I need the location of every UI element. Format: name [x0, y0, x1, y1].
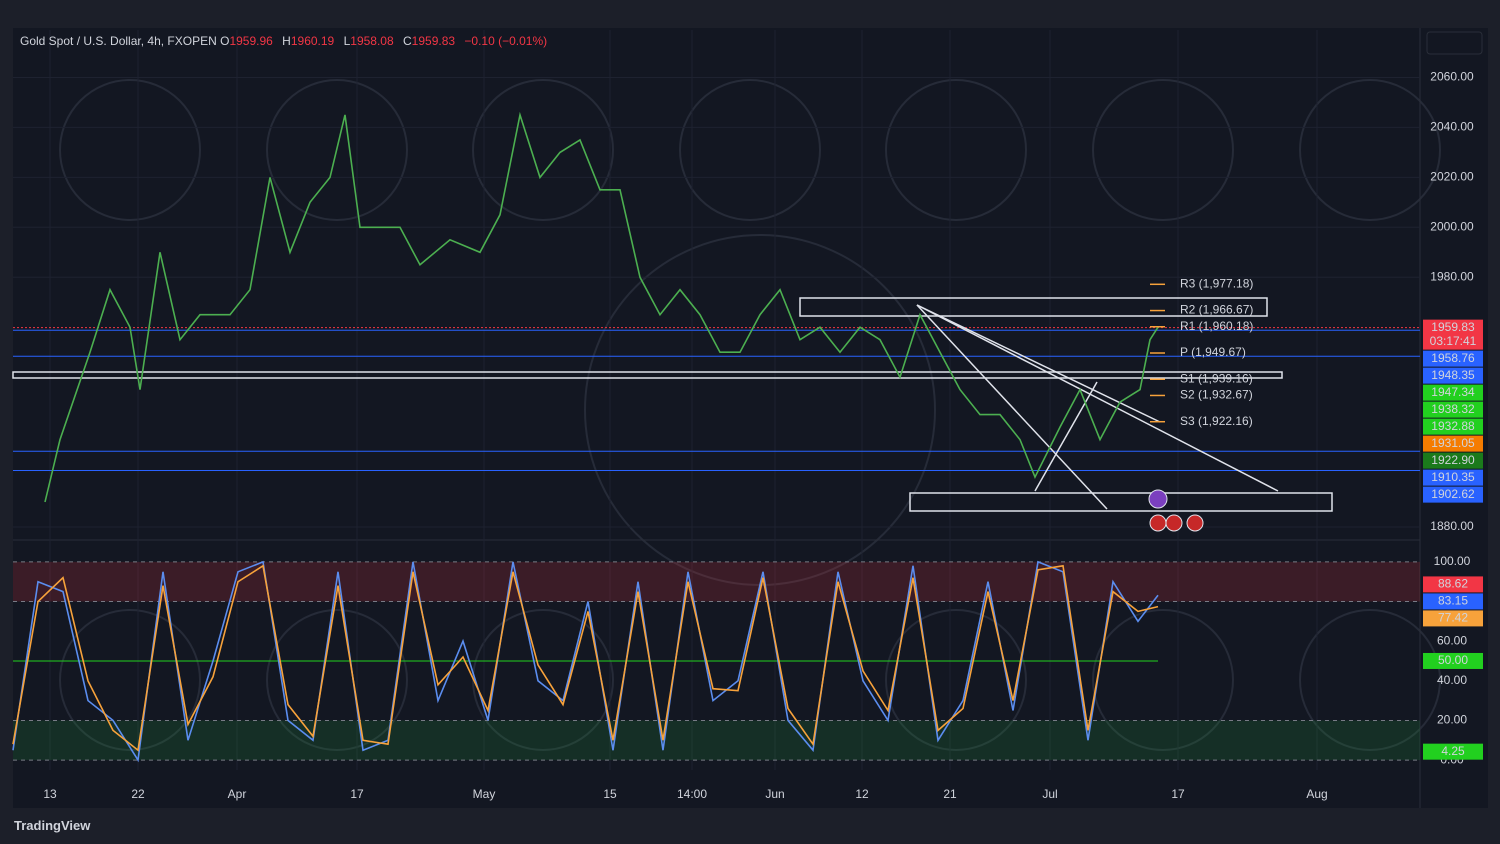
price-label-box	[1423, 319, 1483, 350]
price-label-box	[1423, 452, 1483, 469]
countdown: 03:17:41	[1430, 334, 1477, 348]
x-tick-label: 13	[43, 787, 57, 801]
price-label-box	[1423, 576, 1483, 593]
y-tick-label: 2060.00	[1430, 70, 1474, 84]
band	[13, 720, 1420, 761]
price-label: 83.15	[1438, 594, 1468, 608]
ohlc-key: L	[343, 34, 351, 48]
series-line	[12, 564, 1159, 752]
y-tick-label: 100.00	[1434, 554, 1471, 568]
x-tick-label: 21	[943, 787, 957, 801]
series-line	[12, 560, 1159, 763]
x-tick-label: Apr	[228, 787, 247, 801]
x-tick-label: May	[473, 787, 496, 801]
ohlc-value: 1958.08	[350, 34, 394, 48]
ohlc-key: H	[282, 34, 291, 48]
price-label-box	[1423, 418, 1483, 435]
y-tick-label: 1980.00	[1430, 269, 1474, 283]
price-label-box	[1423, 486, 1483, 503]
price-label: 1922.90	[1431, 453, 1475, 467]
x-tick-label: Aug	[1306, 787, 1327, 801]
ohlc-key: O	[220, 34, 230, 48]
x-tick-label: 22	[131, 787, 145, 801]
price-label: 1959.83	[1431, 320, 1475, 334]
y-tick-label: 40.00	[1437, 673, 1467, 687]
ohlc-key: C	[403, 34, 412, 48]
price-label: 1932.88	[1431, 419, 1475, 433]
price-label: 88.62	[1438, 577, 1468, 591]
y-tick-label: 2020.00	[1430, 170, 1474, 184]
change: −0.10 (−0.01%)	[464, 34, 548, 48]
price-label: 1902.62	[1431, 487, 1475, 501]
brand: TradingView	[14, 818, 91, 833]
price-label-box	[1423, 367, 1483, 384]
x-tick-label: 17	[350, 787, 364, 801]
pivot-label: S3 (1,922.16)	[1180, 414, 1253, 428]
y-tick-label: 2000.00	[1430, 219, 1474, 233]
series-line	[44, 111, 1159, 503]
y-tick-label: 2040.00	[1430, 120, 1474, 134]
pivot-label: R3 (1,977.18)	[1180, 276, 1253, 290]
pivot-label: P (1,949.67)	[1180, 345, 1246, 359]
price-label-box	[1423, 350, 1483, 367]
x-tick-label: Jun	[765, 787, 784, 801]
band	[13, 561, 1420, 602]
x-tick-label: 17	[1171, 787, 1185, 801]
y-tick-label: 1880.00	[1430, 519, 1474, 533]
price-label-box	[1423, 610, 1483, 627]
symbol: Gold Spot / U.S. Dollar, 4h, FXOPEN	[20, 34, 217, 48]
toolbar-button[interactable]	[1426, 31, 1483, 55]
pivot-label: R2 (1,966.67)	[1180, 303, 1253, 317]
price-label: 4.25	[1441, 744, 1465, 758]
price-label: 1910.35	[1431, 470, 1475, 484]
price-label-box	[1423, 652, 1483, 669]
pivot-label: S2 (1,932.67)	[1180, 388, 1253, 402]
price-label-box	[1423, 401, 1483, 418]
y-tick-label: 60.00	[1437, 633, 1467, 647]
event-icons[interactable]	[1148, 489, 1204, 532]
price-label: 77.42	[1438, 611, 1468, 625]
price-label: 50.00	[1438, 653, 1468, 667]
price-label: 1938.32	[1431, 402, 1475, 416]
price-label-box	[1423, 384, 1483, 401]
price-label: 1958.76	[1431, 351, 1475, 365]
panel	[13, 28, 1488, 808]
x-tick-label: 12	[855, 787, 869, 801]
price-label-box	[1423, 593, 1483, 610]
x-tick-label: 15	[603, 787, 617, 801]
ohlc-value: 1959.83	[411, 34, 456, 48]
price-label: 1947.34	[1431, 385, 1475, 399]
pivot-label: S1 (1,939.16)	[1180, 371, 1253, 385]
price-label-box	[1423, 435, 1483, 452]
ohlc-value: 1959.96	[229, 34, 273, 48]
header: Gold Spot / U.S. Dollar, 4h, FXOPEN O195…	[20, 34, 553, 48]
ohlc-value: 1960.19	[290, 34, 335, 48]
price-label: 1948.35	[1431, 368, 1475, 382]
price-label: 1931.05	[1431, 436, 1475, 450]
x-tick-label: 14:00	[677, 787, 707, 801]
y-tick-label: 20.00	[1437, 713, 1467, 727]
price-label-box	[1423, 469, 1483, 486]
x-tick-label: Jul	[1042, 787, 1057, 801]
price-label-box	[1423, 743, 1483, 760]
pivot-label: R1 (1,960.18)	[1180, 319, 1253, 333]
